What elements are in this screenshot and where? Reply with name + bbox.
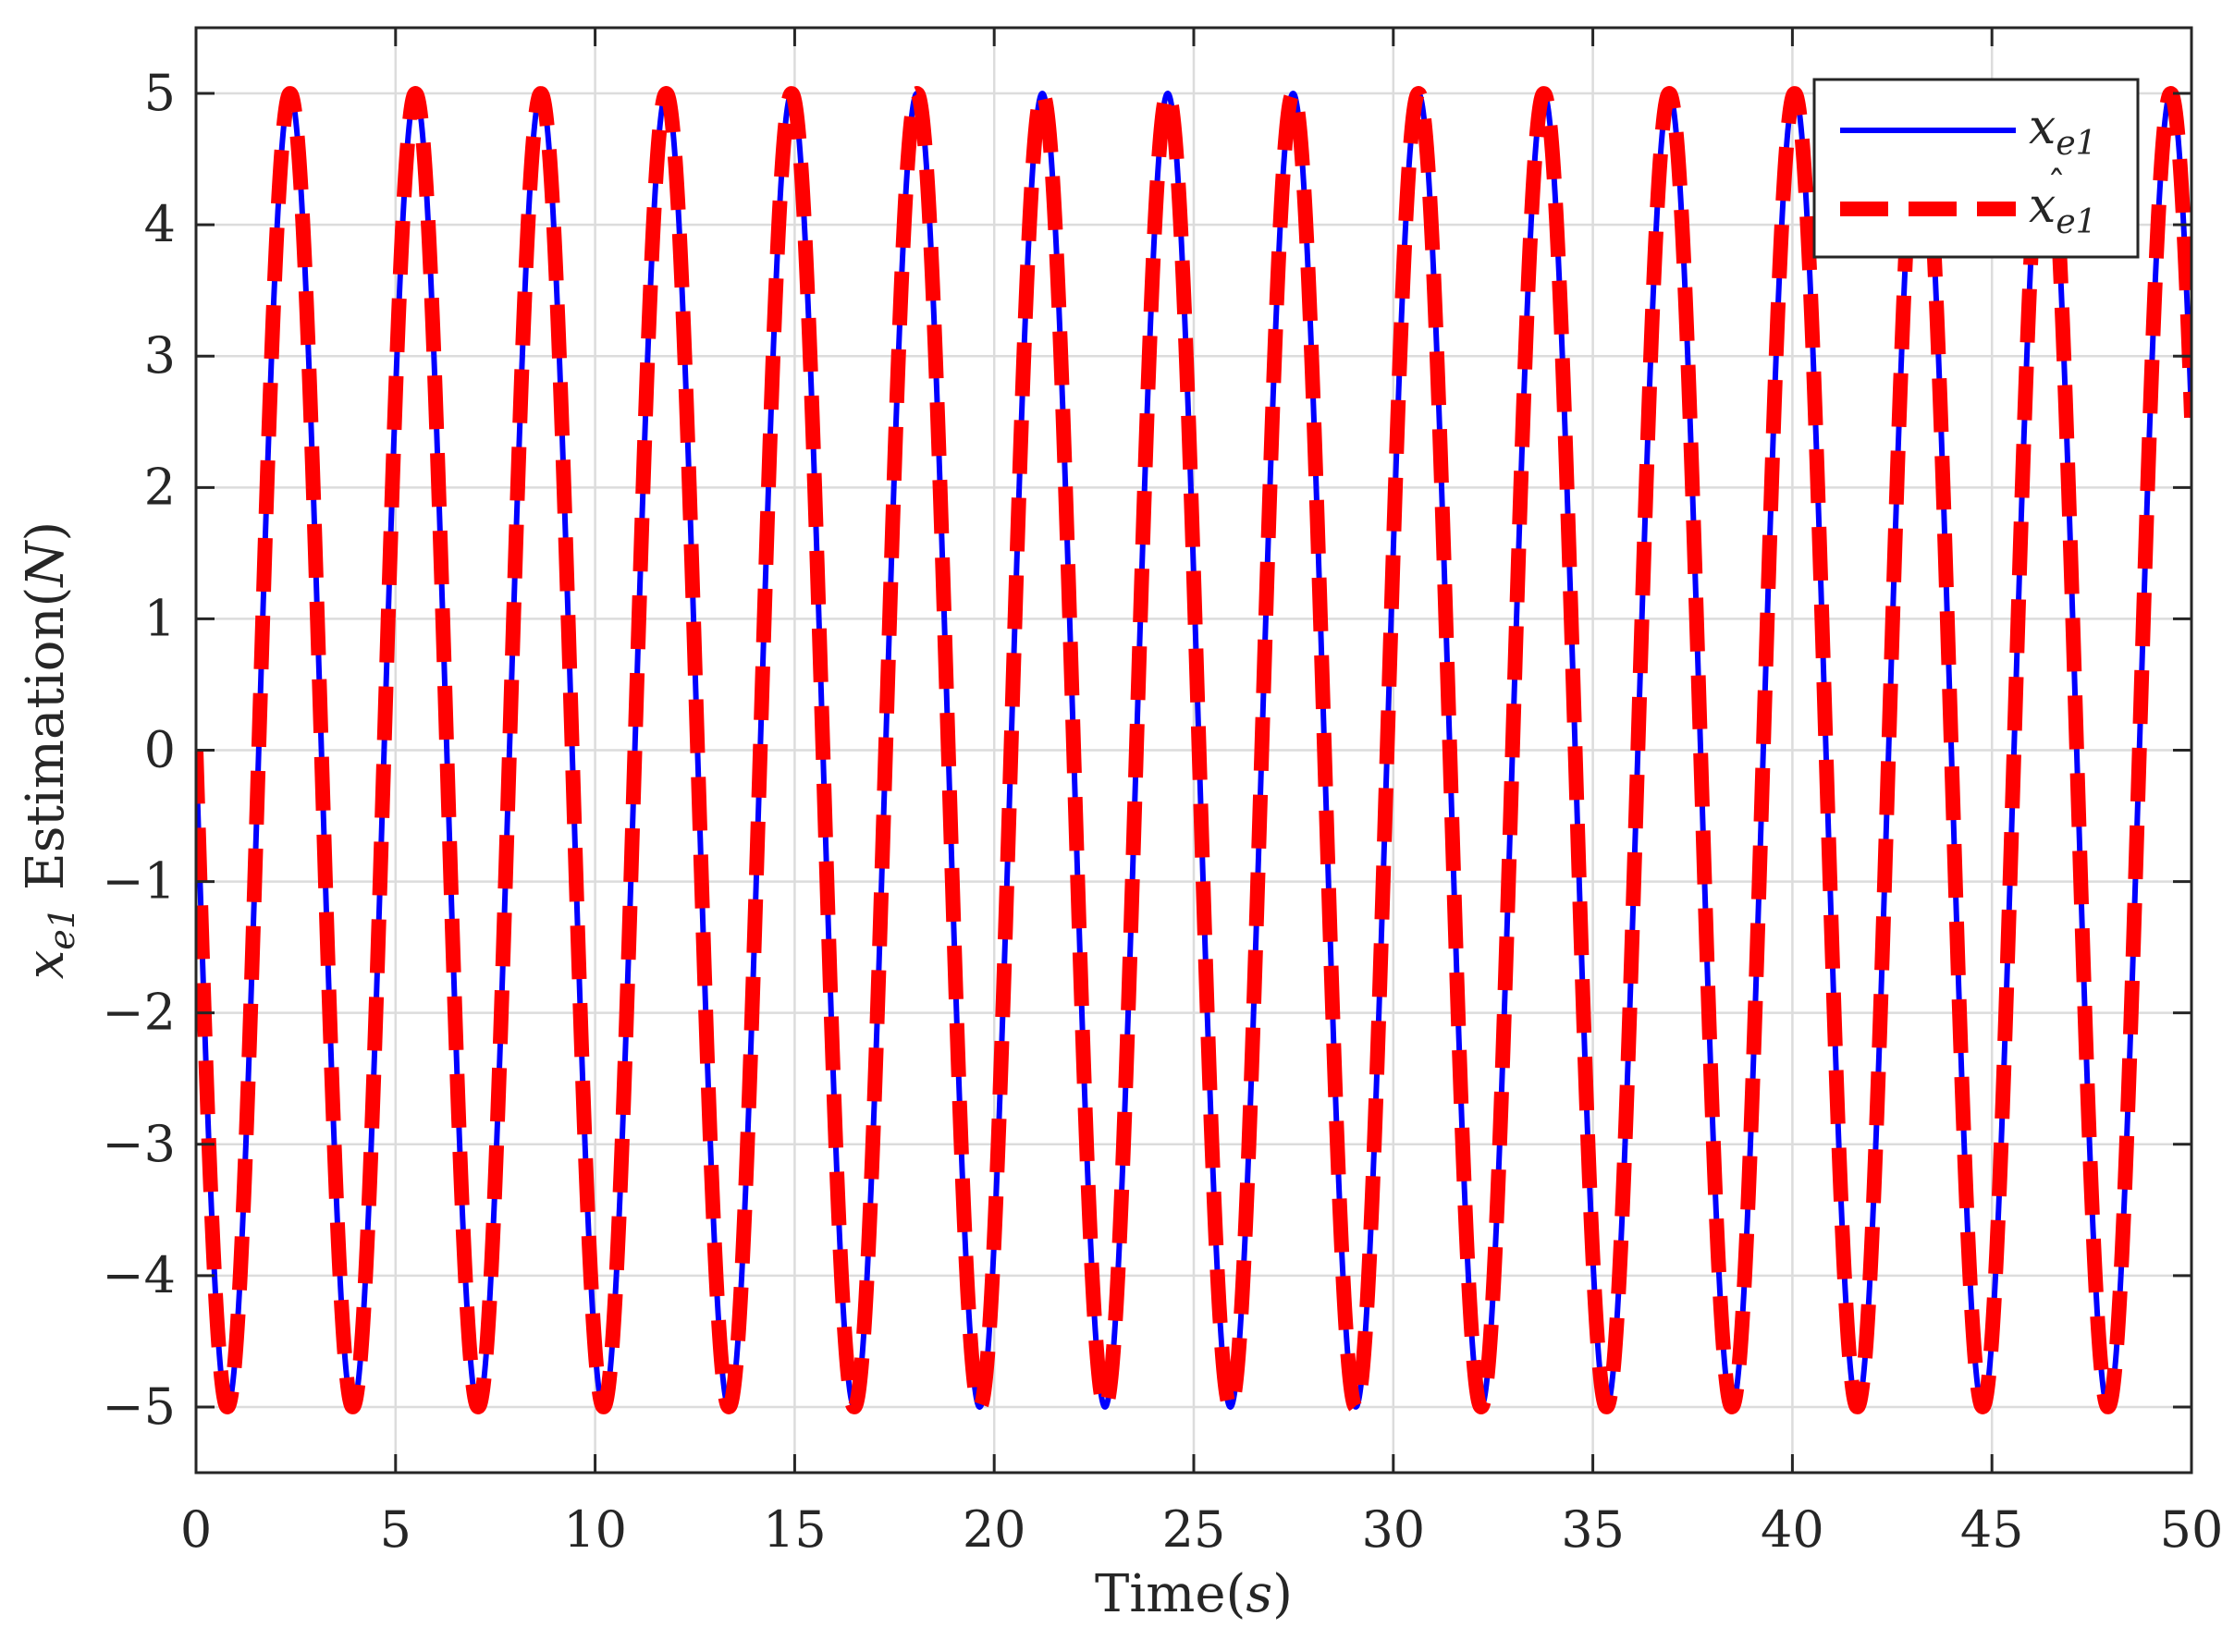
legend-label-hat: ˆ bbox=[2047, 165, 2066, 207]
legend-label-var: x bbox=[2029, 178, 2056, 234]
x-tick-label: 45 bbox=[1960, 1500, 2024, 1559]
y-tick-label: −2 bbox=[102, 984, 176, 1042]
x-axis-title-text: Time( bbox=[1095, 1564, 1246, 1624]
y-axis-title-unit: N bbox=[16, 540, 76, 589]
x-tick-label: 25 bbox=[1162, 1500, 1226, 1559]
y-tick-label: 4 bbox=[144, 195, 176, 253]
x-tick-label: 5 bbox=[380, 1500, 411, 1559]
legend-label-sub: e1 bbox=[2056, 203, 2096, 241]
y-axis-title-text: Estimation( bbox=[16, 587, 76, 907]
y-tick-label: 0 bbox=[144, 721, 176, 779]
legend-label-sub: e1 bbox=[2056, 125, 2096, 163]
x-tick-label: 50 bbox=[2160, 1500, 2222, 1559]
x-tick-label: 10 bbox=[563, 1500, 627, 1559]
legend-label-x-e1-hat: xe1 bbox=[2029, 178, 2097, 241]
x-axis-title-var: s bbox=[1246, 1564, 1272, 1624]
y-axis-title-close: ) bbox=[16, 521, 76, 542]
y-axis-title-var: x bbox=[16, 950, 76, 980]
series-line-x-e1-hat bbox=[196, 86, 2191, 1414]
y-axis-title-sub: e1 bbox=[42, 907, 82, 950]
y-tick-label: −1 bbox=[102, 852, 176, 911]
y-tick-label: 3 bbox=[144, 326, 176, 385]
x-tick-label: 35 bbox=[1561, 1500, 1625, 1559]
y-tick-label: −5 bbox=[102, 1377, 176, 1436]
ticks bbox=[194, 28, 2193, 1473]
y-tick-label: −3 bbox=[102, 1115, 176, 1173]
y-tick-label: −4 bbox=[102, 1246, 176, 1304]
y-axis-title: xe1 Estimation(N) bbox=[16, 521, 82, 980]
x-tick-label: 0 bbox=[180, 1500, 212, 1559]
x-tick-label: 40 bbox=[1761, 1500, 1824, 1559]
legend-label-x-e1: xe1 bbox=[2029, 100, 2097, 163]
legend-label-var: x bbox=[2029, 100, 2056, 155]
y-tick-label: 1 bbox=[144, 589, 176, 647]
x-axis-title-close: ) bbox=[1272, 1564, 1293, 1624]
x-tick-label: 15 bbox=[763, 1500, 827, 1559]
x-axis-title: Time(s) bbox=[1095, 1564, 1293, 1624]
series-layer bbox=[196, 86, 2191, 1414]
legend-box bbox=[1812, 78, 2140, 259]
y-tick-label: 2 bbox=[144, 458, 176, 516]
legend: xe1 xe1 ˆ bbox=[1812, 78, 2140, 259]
x-tick-label: 20 bbox=[963, 1500, 1026, 1559]
x-tick-label: 30 bbox=[1361, 1500, 1425, 1559]
y-tick-label: 5 bbox=[144, 64, 176, 122]
